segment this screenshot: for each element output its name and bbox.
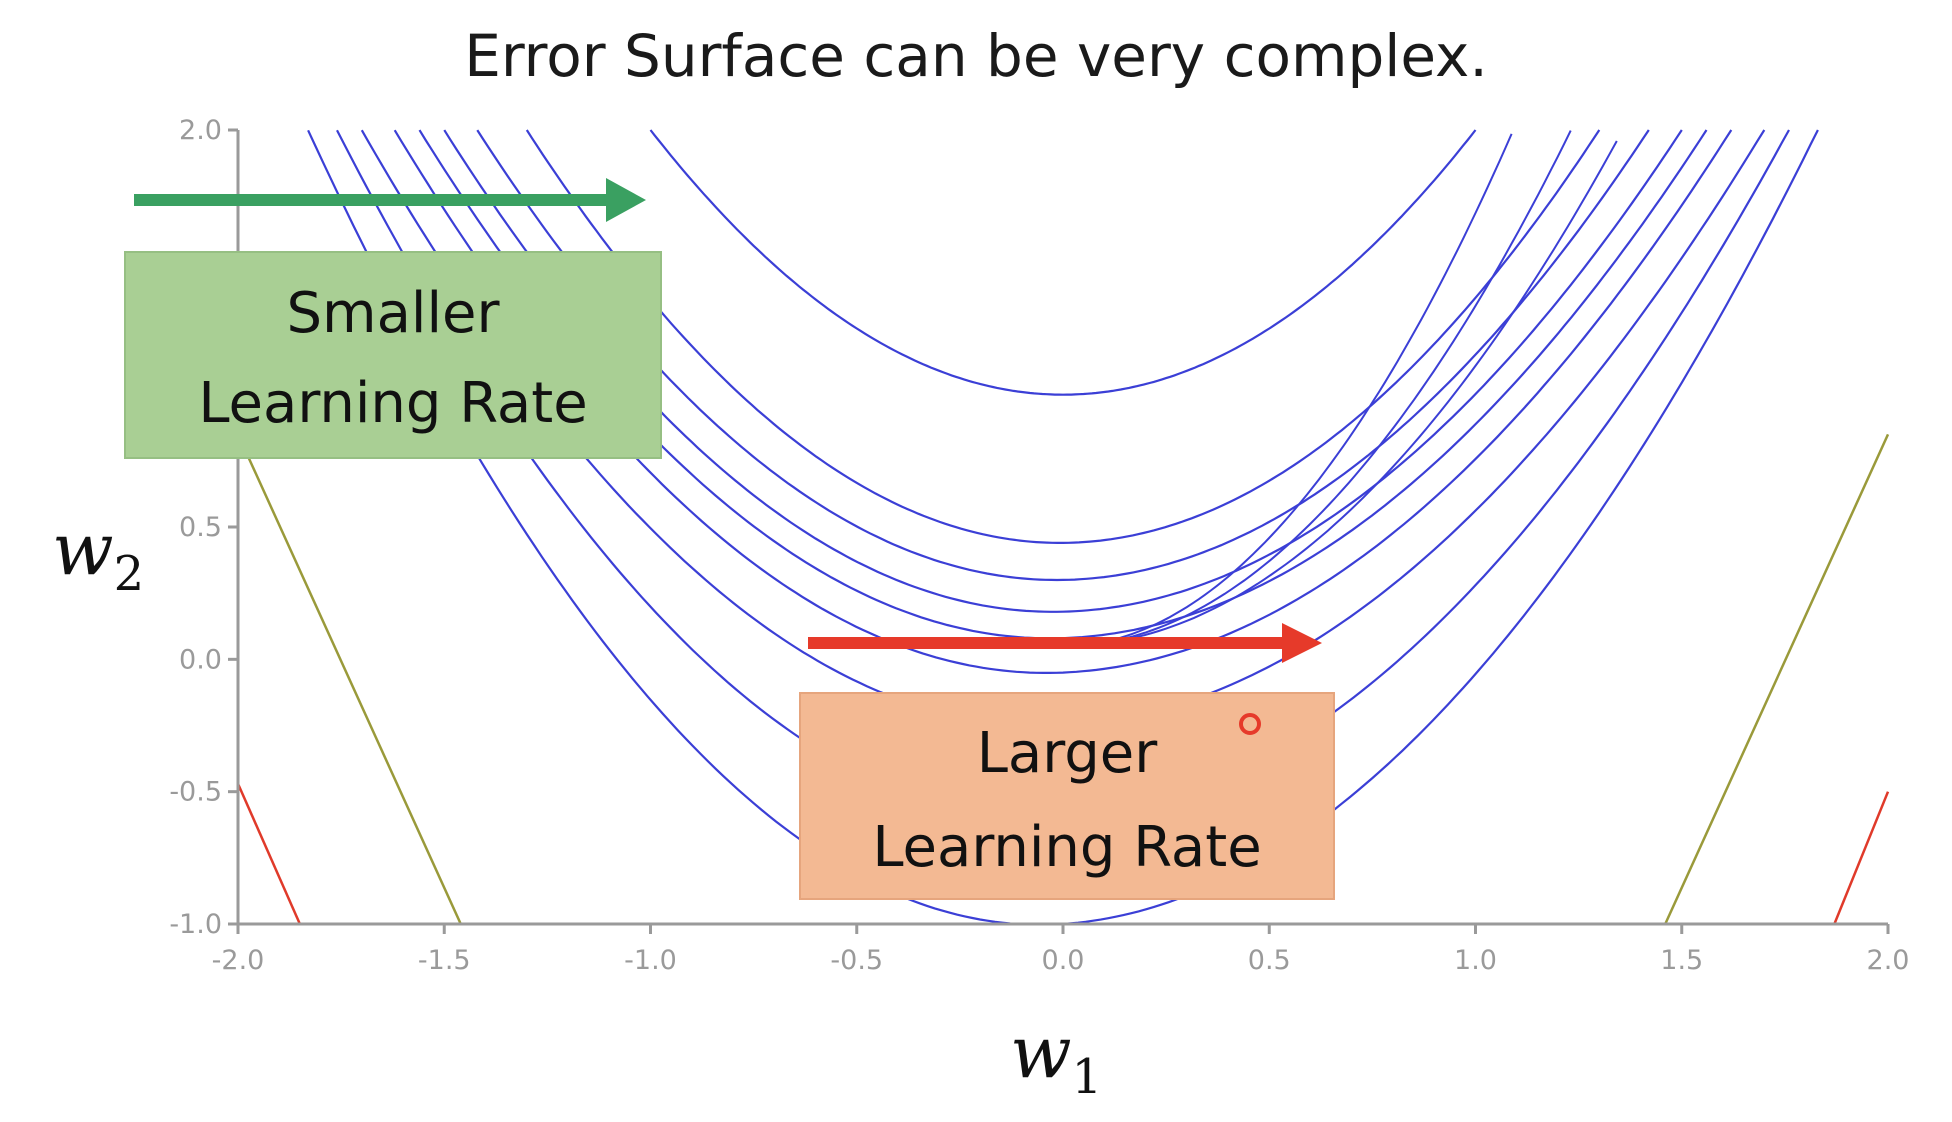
larger-lr-line1: Larger bbox=[977, 721, 1159, 786]
smaller-lr-line1: Smaller bbox=[286, 281, 500, 346]
y-tick-label: 0.5 bbox=[179, 512, 222, 543]
x-tick-label: 0.5 bbox=[1248, 945, 1291, 976]
x-tick-label: -1.0 bbox=[624, 945, 677, 976]
olive-contour-right bbox=[1664, 433, 1890, 925]
larger-learning-rate-annotation: Larger Learning Rate bbox=[799, 623, 1335, 900]
y-tick-label: -0.5 bbox=[169, 777, 222, 808]
y-tick-label: -1.0 bbox=[169, 909, 222, 940]
olive-contour-left bbox=[236, 433, 462, 925]
x-axis-label: w1 bbox=[1010, 1010, 1102, 1105]
y-axis-label: w2 bbox=[52, 507, 144, 602]
contour-lines bbox=[307, 129, 1819, 926]
x-tick-label: -2.0 bbox=[212, 945, 265, 976]
x-tick-label: 1.0 bbox=[1454, 945, 1497, 976]
red-contour-left bbox=[236, 783, 302, 925]
x-tick-label: 0.0 bbox=[1042, 945, 1085, 976]
contour-line bbox=[476, 129, 1650, 582]
x-tick-label: 1.5 bbox=[1660, 945, 1703, 976]
red-marker-point bbox=[1239, 713, 1261, 735]
x-tick-label: -1.5 bbox=[418, 945, 471, 976]
red-contour-right bbox=[1833, 791, 1890, 925]
x-ticks: -2.0 -1.5 -1.0 -0.5 0.0 0.5 1.0 1.5 2.0 bbox=[212, 924, 1910, 976]
y-ticks: -1.0 -0.5 0.0 0.5 2.0 bbox=[169, 115, 238, 940]
smaller-lr-box bbox=[124, 251, 662, 459]
contour-line bbox=[525, 129, 1601, 545]
green-arrow-head bbox=[606, 178, 646, 222]
x-tick-label: -0.5 bbox=[830, 945, 883, 976]
red-arrow-head bbox=[1282, 623, 1322, 663]
smaller-lr-line2: Learning Rate bbox=[198, 371, 587, 436]
contour-line bbox=[898, 133, 1513, 648]
larger-lr-line2: Learning Rate bbox=[872, 815, 1261, 880]
y-tick-label: 2.0 bbox=[179, 115, 222, 146]
y-tick-label: 0.0 bbox=[179, 644, 222, 675]
smaller-learning-rate-annotation: Smaller Learning Rate bbox=[124, 178, 662, 459]
chart-title: Error Surface can be very complex. bbox=[464, 22, 1488, 90]
outer-contour-lines bbox=[236, 433, 1890, 925]
contour-line bbox=[649, 129, 1477, 396]
x-tick-label: 2.0 bbox=[1867, 945, 1910, 976]
larger-lr-box bbox=[799, 692, 1335, 900]
